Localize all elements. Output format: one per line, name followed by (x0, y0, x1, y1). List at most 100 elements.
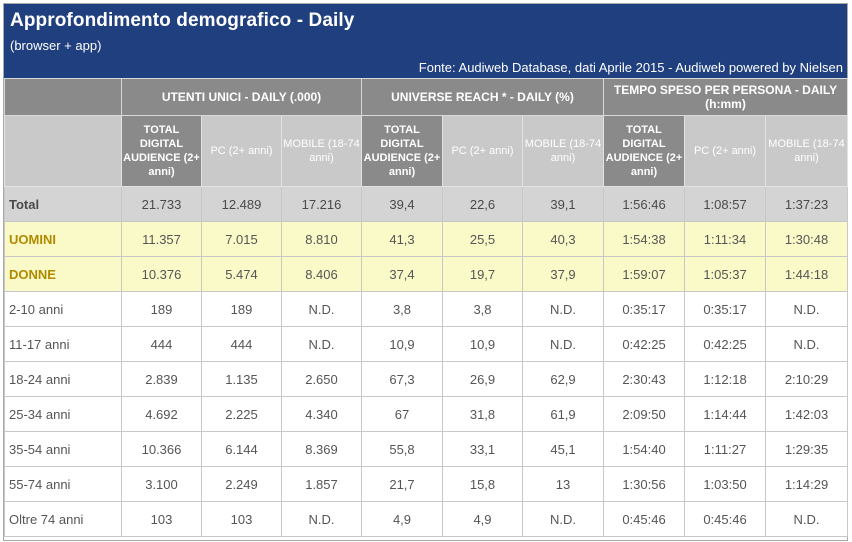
cell: 7.015 (201, 221, 282, 257)
cell: 2:09:50 (603, 396, 685, 432)
cell: 0:45:46 (684, 501, 766, 537)
demographics-table: UTENTI UNICI - DAILY (.000) UNIVERSE REA… (4, 78, 848, 537)
cell: 1:14:44 (684, 396, 766, 432)
cell: 10.366 (121, 431, 202, 467)
cell: 6.144 (201, 431, 282, 467)
cell: 21,7 (361, 466, 443, 502)
cell: 1:05:37 (684, 256, 766, 292)
table-row: 25-34 anni 4.692 2.225 4.340 67 31,8 61,… (4, 396, 848, 432)
cell: 10.376 (121, 256, 202, 292)
cell: 21.733 (121, 186, 202, 222)
cell: 1:14:29 (765, 466, 848, 502)
report-banner: Approfondimento demografico - Daily (bro… (4, 4, 847, 78)
row-label: UOMINI (4, 221, 122, 257)
cell: 12.489 (201, 186, 282, 222)
cell: 1:11:27 (684, 431, 766, 467)
cell: 189 (201, 291, 282, 327)
cell: 1:08:57 (684, 186, 766, 222)
cell: 67 (361, 396, 443, 432)
cell: 103 (121, 501, 202, 537)
table-row-donne: DONNE 10.376 5.474 8.406 37,4 19,7 37,9 … (4, 256, 848, 292)
sub-header-pc: PC (2+ anni) (201, 115, 282, 187)
cell: 1:29:35 (765, 431, 848, 467)
table-row: 11-17 anni 444 444 N.D. 10,9 10,9 N.D. 0… (4, 326, 848, 362)
cell: 26,9 (442, 361, 523, 397)
sub-header-pc: PC (2+ anni) (684, 115, 766, 187)
report-source: Fonte: Audiweb Database, dati Aprile 201… (418, 60, 843, 75)
sub-header-mobile: MOBILE (18-74 anni) (765, 115, 848, 187)
cell: 31,8 (442, 396, 523, 432)
cell: 13 (522, 466, 604, 502)
cell: 4,9 (442, 501, 523, 537)
cell: N.D. (281, 501, 362, 537)
cell: 0:42:25 (684, 326, 766, 362)
cell: 2:10:29 (765, 361, 848, 397)
cell: N.D. (281, 326, 362, 362)
cell: 3,8 (361, 291, 443, 327)
cell: 0:35:17 (603, 291, 685, 327)
cell: 19,7 (442, 256, 523, 292)
cell: 1:54:40 (603, 431, 685, 467)
report-title: Approfondimento demografico - Daily (10, 10, 355, 31)
cell: 2.249 (201, 466, 282, 502)
row-label: 25-34 anni (4, 396, 122, 432)
table-row-uomini: UOMINI 11.357 7.015 8.810 41,3 25,5 40,3… (4, 221, 848, 257)
cell: 1:54:38 (603, 221, 685, 257)
cell: 4.692 (121, 396, 202, 432)
cell: N.D. (522, 326, 604, 362)
cell: 8.810 (281, 221, 362, 257)
cell: 22,6 (442, 186, 523, 222)
row-label: 18-24 anni (4, 361, 122, 397)
sub-header-pc: PC (2+ anni) (442, 115, 523, 187)
cell: 5.474 (201, 256, 282, 292)
cell: 0:42:25 (603, 326, 685, 362)
row-label: Total (4, 186, 122, 222)
cell: 2:30:43 (603, 361, 685, 397)
cell: N.D. (765, 326, 848, 362)
cell: 1:42:03 (765, 396, 848, 432)
cell: 37,4 (361, 256, 443, 292)
row-label: 35-54 anni (4, 431, 122, 467)
cell: 3,8 (442, 291, 523, 327)
sub-header-row: TOTAL DIGITAL AUDIENCE (2+ anni) PC (2+ … (4, 115, 848, 187)
cell: N.D. (765, 501, 848, 537)
cell: 1:30:56 (603, 466, 685, 502)
cell: 25,5 (442, 221, 523, 257)
row-label: 2-10 anni (4, 291, 122, 327)
sub-header-blank (4, 115, 122, 187)
cell: 1:59:07 (603, 256, 685, 292)
row-label: 55-74 anni (4, 466, 122, 502)
cell: 67,3 (361, 361, 443, 397)
cell: 11.357 (121, 221, 202, 257)
cell: 103 (201, 501, 282, 537)
cell: 2.225 (201, 396, 282, 432)
row-label: Oltre 74 anni (4, 501, 122, 537)
row-label: DONNE (4, 256, 122, 292)
group-header-row: UTENTI UNICI - DAILY (.000) UNIVERSE REA… (4, 78, 848, 116)
group-header-reach: UNIVERSE REACH * - DAILY (%) (361, 78, 604, 116)
cell: N.D. (522, 501, 604, 537)
cell: 0:35:17 (684, 291, 766, 327)
cell: 39,4 (361, 186, 443, 222)
cell: N.D. (765, 291, 848, 327)
cell: 41,3 (361, 221, 443, 257)
cell: 1:44:18 (765, 256, 848, 292)
cell: 1:03:50 (684, 466, 766, 502)
cell: 37,9 (522, 256, 604, 292)
report-subtitle: (browser + app) (10, 38, 102, 53)
cell: 8.369 (281, 431, 362, 467)
table-row: 18-24 anni 2.839 1.135 2.650 67,3 26,9 6… (4, 361, 848, 397)
table-row: 35-54 anni 10.366 6.144 8.369 55,8 33,1 … (4, 431, 848, 467)
cell: N.D. (281, 291, 362, 327)
group-header-tempo: TEMPO SPESO PER PERSONA - DAILY (h:mm) (603, 78, 848, 116)
sub-header-mobile: MOBILE (18-74 anni) (522, 115, 604, 187)
cell: 1:12:18 (684, 361, 766, 397)
cell: 1:30:48 (765, 221, 848, 257)
group-header-utenti: UTENTI UNICI - DAILY (.000) (121, 78, 362, 116)
cell: 17.216 (281, 186, 362, 222)
table-row: 55-74 anni 3.100 2.249 1.857 21,7 15,8 1… (4, 466, 848, 502)
cell: 2.839 (121, 361, 202, 397)
cell: 15,8 (442, 466, 523, 502)
cell: 39,1 (522, 186, 604, 222)
sub-header-mobile: MOBILE (18-74 anni) (281, 115, 362, 187)
